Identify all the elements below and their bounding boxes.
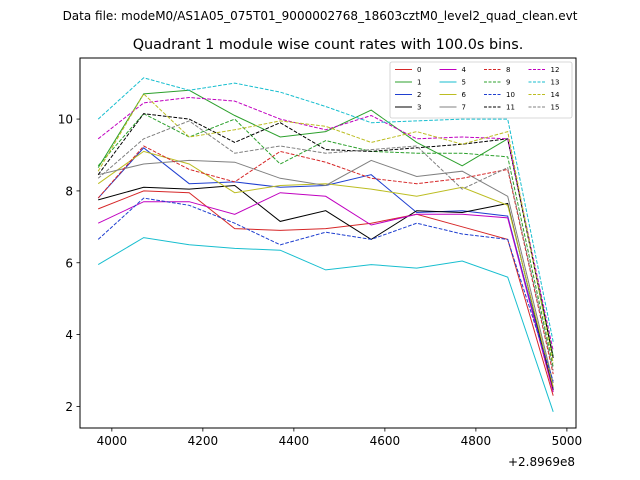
series-line-0 — [98, 190, 554, 396]
series-line-12 — [97, 96, 554, 351]
x-tick-label: 4400 — [279, 434, 310, 448]
legend-label-14: 14 — [551, 91, 560, 99]
y-axis: 2 4 6 8 10 — [58, 113, 80, 414]
y-tick-label: 2 — [65, 400, 73, 414]
x-axis: 4000 4200 4400 4600 4800 5000 — [97, 428, 583, 448]
legend-label-11: 11 — [506, 104, 515, 112]
legend-label-0: 0 — [417, 66, 421, 74]
series-line-14 — [97, 93, 554, 364]
series-line-1 — [97, 89, 554, 357]
y-tick-label: 6 — [65, 256, 73, 270]
x-tick-label: 4800 — [461, 434, 492, 448]
chart-title: Quadrant 1 module wise count rates with … — [133, 37, 524, 53]
y-tick-label: 8 — [65, 184, 73, 198]
series-line-5 — [97, 237, 554, 412]
legend-label-7: 7 — [462, 104, 466, 112]
x-tick-label: 5000 — [552, 434, 583, 448]
legend-label-2: 2 — [417, 91, 421, 99]
plot-lines — [97, 77, 554, 412]
legend-label-10: 10 — [506, 91, 515, 99]
legend-label-5: 5 — [462, 79, 466, 87]
chart-suptitle: Data file: modeM0/AS1A05_075T01_90000027… — [63, 9, 578, 23]
y-tick-label: 4 — [65, 328, 73, 342]
legend-label-8: 8 — [506, 66, 510, 74]
series-line-15 — [97, 120, 554, 371]
series-line-4 — [97, 192, 554, 393]
series-line-6 — [97, 150, 554, 387]
series-line-11 — [97, 113, 554, 359]
legend-label-9: 9 — [506, 79, 510, 87]
series-line-3 — [98, 184, 554, 391]
legend-label-4: 4 — [462, 66, 467, 74]
legend-label-15: 15 — [551, 104, 560, 112]
legend-box — [389, 61, 573, 119]
x-axis-offset-label: +2.8969e8 — [508, 455, 575, 469]
y-tick-label: 10 — [58, 113, 73, 127]
series-line-8 — [97, 145, 554, 375]
series-line-10 — [97, 197, 554, 382]
legend-label-12: 12 — [551, 66, 560, 74]
plot-frame — [79, 57, 577, 429]
legend-label-6: 6 — [462, 91, 467, 99]
series-line-13 — [97, 77, 554, 342]
series-line-7 — [98, 159, 554, 384]
legend-label-1: 1 — [417, 79, 421, 87]
x-tick-label: 4600 — [370, 434, 401, 448]
series-line-9 — [97, 113, 554, 368]
x-tick-label: 4200 — [188, 434, 219, 448]
legend-label-13: 13 — [551, 79, 560, 87]
legend-label-3: 3 — [417, 104, 421, 112]
x-tick-label: 4000 — [97, 434, 128, 448]
